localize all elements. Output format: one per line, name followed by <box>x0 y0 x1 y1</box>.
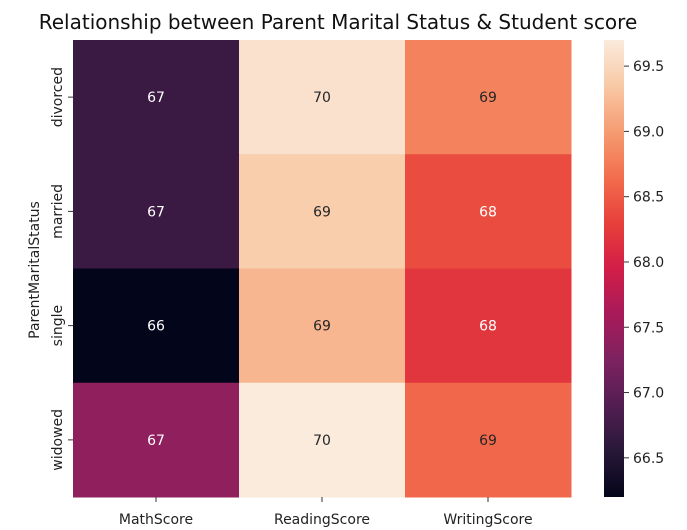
heatmap-cell <box>239 40 406 155</box>
heatmap-cell <box>73 382 240 498</box>
colorbar-tick-label: 67.5 <box>633 320 664 336</box>
y-axis-ticks: divorced married single widowed <box>50 67 73 471</box>
heatmap-cell <box>73 268 240 384</box>
heatmap-cell-value: 66 <box>147 319 165 335</box>
colorbar-tick-label: 67.0 <box>633 386 664 402</box>
colorbar-ticks: 66.5 67.0 67.5 68.0 68.5 69.0 69.5 <box>624 59 664 467</box>
y-axis-label: ParentMaritalStatus <box>27 201 43 339</box>
heatmap-cell <box>405 154 572 269</box>
heatmap-cell-value: 70 <box>313 433 331 449</box>
x-axis-ticks: MathScore ReadingScore WritingScore <box>119 497 533 528</box>
heatmap-cell-value: 68 <box>479 204 497 220</box>
heatmap-cell <box>73 40 240 155</box>
heatmap-cell-value: 67 <box>147 90 165 106</box>
colorbar-gradient <box>604 40 624 497</box>
heatmap-cell-labels: 67 70 69 67 69 68 66 69 68 67 70 69 <box>147 90 497 449</box>
heatmap-cell <box>239 382 406 498</box>
heatmap-cell-value: 69 <box>313 319 331 335</box>
heatmap-cell <box>239 154 406 269</box>
heatmap-cell <box>405 268 572 384</box>
y-tick-label: single <box>50 305 66 346</box>
y-tick-label: divorced <box>50 67 66 127</box>
colorbar-tick-label: 66.5 <box>633 451 664 467</box>
x-tick-label: MathScore <box>119 512 193 528</box>
chart-title: Relationship between Parent Marital Stat… <box>39 10 638 34</box>
x-tick-label: ReadingScore <box>274 512 370 528</box>
heatmap-cell <box>239 268 406 384</box>
heatmap-cell <box>73 154 240 269</box>
x-tick-label: WritingScore <box>443 512 532 528</box>
heatmap-cell-value: 68 <box>479 319 497 335</box>
y-tick-label: married <box>50 184 66 239</box>
heatmap-cell-value: 69 <box>313 204 331 220</box>
colorbar: 66.5 67.0 67.5 68.0 68.5 69.0 69.5 <box>604 40 664 497</box>
heatmap-cell-value: 69 <box>479 433 497 449</box>
heatmap-cell-value: 70 <box>313 90 331 106</box>
colorbar-tick-label: 69.5 <box>633 59 664 75</box>
colorbar-tick-label: 68.5 <box>633 190 664 206</box>
heatmap-cell-value: 67 <box>147 433 165 449</box>
heatmap-cells <box>73 40 572 498</box>
colorbar-tick-label: 68.0 <box>633 255 664 271</box>
heatmap-cell-value: 67 <box>147 204 165 220</box>
heatmap-cell <box>405 40 572 155</box>
heatmap-cell-value: 69 <box>479 90 497 106</box>
colorbar-tick-label: 69.0 <box>633 124 664 140</box>
heatmap-cell <box>405 382 572 498</box>
y-tick-label: widowed <box>50 409 66 471</box>
